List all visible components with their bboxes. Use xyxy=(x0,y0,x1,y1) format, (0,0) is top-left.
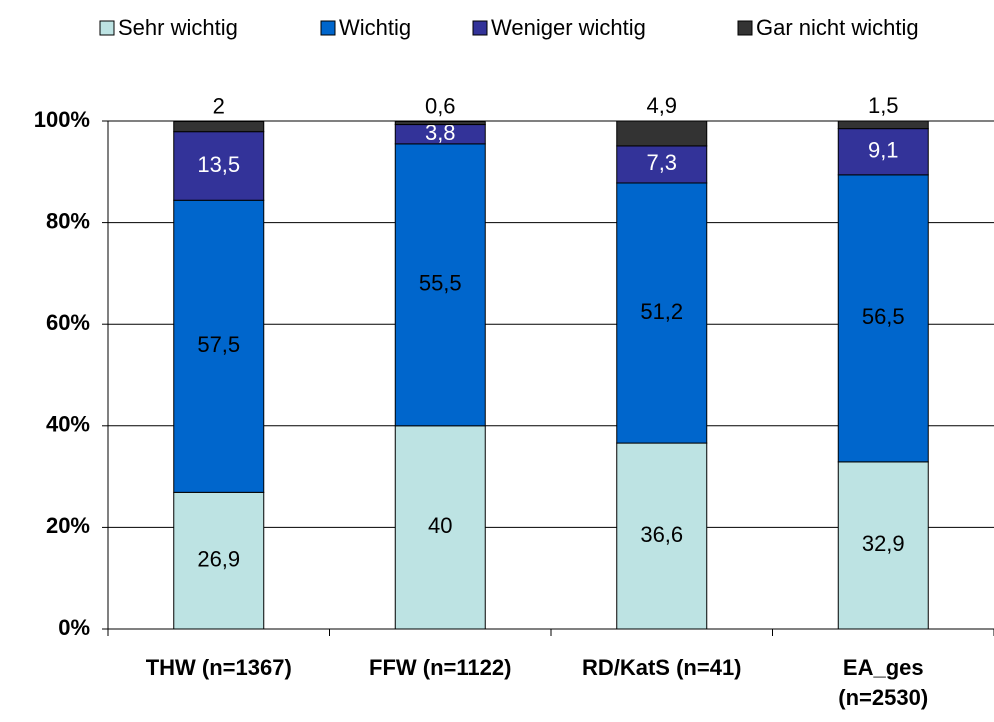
bar-segment xyxy=(173,199,265,493)
legend-swatch xyxy=(99,20,115,36)
value-label: 7,3 xyxy=(646,150,677,175)
value-label: 51,2 xyxy=(640,299,683,324)
y-tick-label: 60% xyxy=(46,310,90,335)
bar-segment xyxy=(616,442,708,630)
bar-segment xyxy=(394,121,486,126)
value-label: 0,6 xyxy=(425,93,456,118)
legend-label: Wichtig xyxy=(339,15,411,40)
legend-swatch xyxy=(320,20,336,36)
value-label: 57,5 xyxy=(197,332,240,357)
x-tick-label: EA_ges (n=2530) xyxy=(838,655,929,710)
legend-swatch xyxy=(737,20,753,36)
legend-swatch xyxy=(472,20,488,36)
value-label: 32,9 xyxy=(862,531,905,556)
value-label: 9,1 xyxy=(868,138,899,163)
legend-label: Gar nicht wichtig xyxy=(756,15,919,40)
y-tick-label: 40% xyxy=(46,412,90,437)
value-label: 55,5 xyxy=(419,271,462,296)
value-label: 40 xyxy=(428,513,452,538)
value-label: 2 xyxy=(213,93,225,118)
legend-label: Weniger wichtig xyxy=(491,15,646,40)
y-tick-label: 0% xyxy=(58,615,90,640)
value-label: 26,9 xyxy=(197,546,240,571)
value-label: 56,5 xyxy=(862,304,905,329)
x-tick-label: THW (n=1367) xyxy=(145,655,292,680)
x-tick-label: RD/KatS (n=41) xyxy=(581,655,742,680)
bar-segment xyxy=(394,143,486,427)
y-tick-label: 20% xyxy=(46,513,90,538)
bar-segment xyxy=(837,461,929,630)
bar-segment xyxy=(173,121,265,133)
value-label: 13,5 xyxy=(197,152,240,177)
bar-segment xyxy=(616,182,708,444)
bar-segment xyxy=(173,491,265,630)
bar-segment xyxy=(837,120,929,130)
bar-segment xyxy=(616,145,708,184)
value-label: 4,9 xyxy=(646,93,677,118)
bar-segment xyxy=(173,131,265,201)
bar-segment xyxy=(394,425,486,630)
y-tick-label: 100% xyxy=(34,107,90,132)
value-label: 36,6 xyxy=(640,522,683,547)
legend-label: Sehr wichtig xyxy=(118,15,238,40)
x-tick-label: FFW (n=1122) xyxy=(369,655,512,680)
bar-segment xyxy=(837,174,929,463)
value-label: 1,5 xyxy=(868,93,899,118)
bar-segment xyxy=(616,120,708,147)
y-tick-label: 80% xyxy=(46,208,90,233)
